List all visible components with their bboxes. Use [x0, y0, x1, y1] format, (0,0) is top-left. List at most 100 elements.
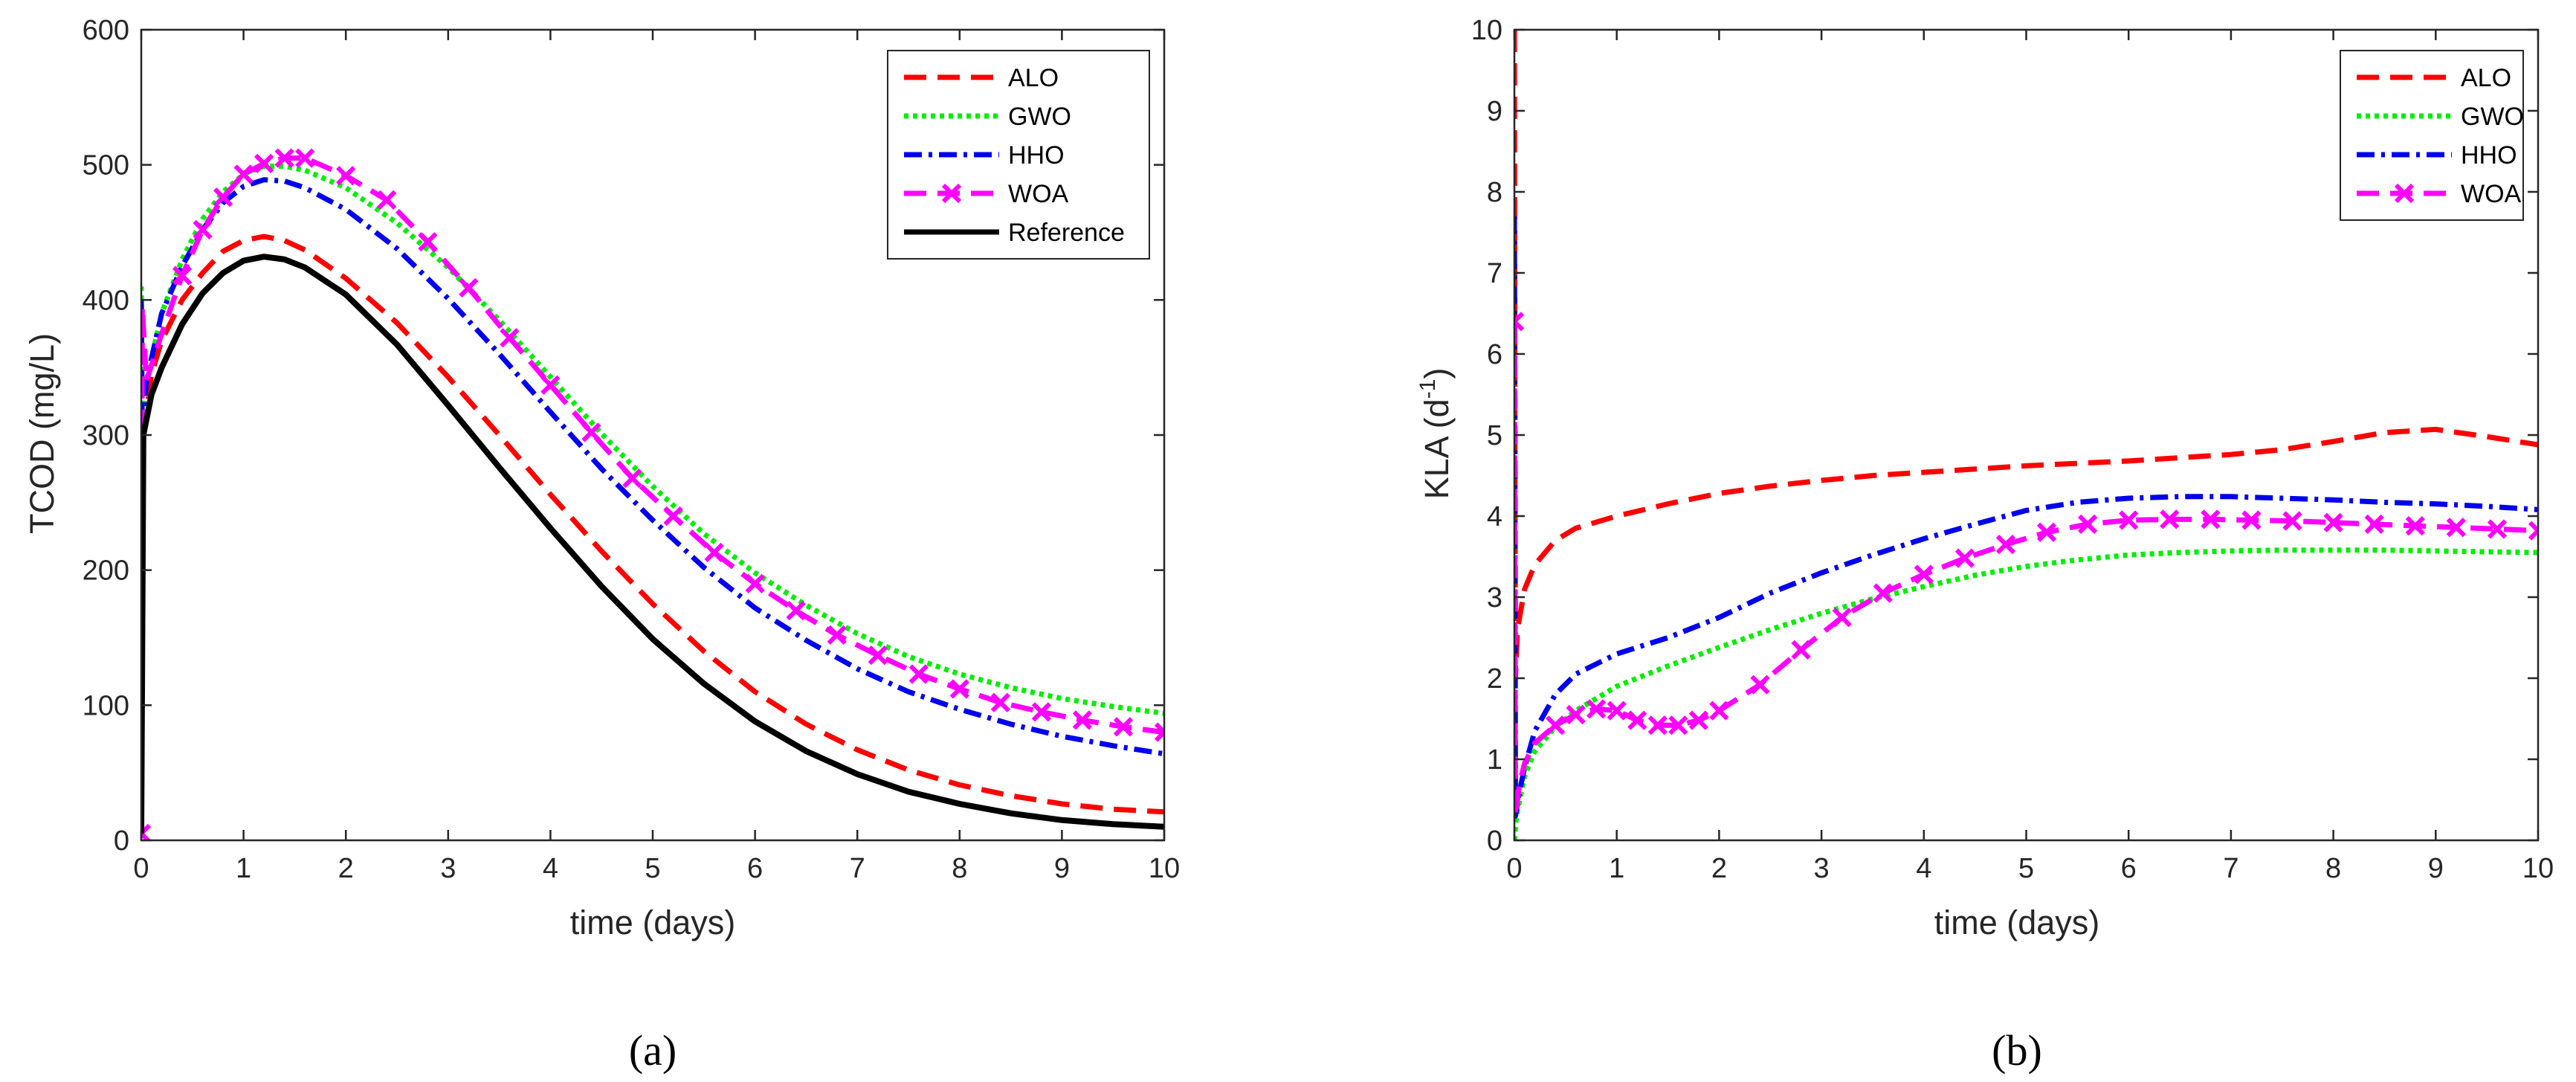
panel-b-x-tick-label: 2	[1711, 853, 1727, 884]
panel-b-x-tick-label: 5	[2018, 853, 2034, 884]
panel-a-plot-area: 0 1 2 3 4 5 6 7 8 9 100100200300400500600ALOGWOHHO…	[83, 15, 1181, 884]
panel-a-y-tick-label: 0	[114, 825, 129, 857]
panel-b-legend-label-hho: HHO	[2461, 141, 2517, 170]
panel-a-series-woa-marker	[1072, 710, 1093, 730]
panel-a-label: (a)	[629, 1026, 677, 1075]
panel-b-legend-label-woa: WOA	[2461, 180, 2522, 208]
panel-a-x-axis-label: time (days)	[570, 904, 736, 941]
panel-b-y-tick-label: 10	[1471, 15, 1502, 46]
panel-b-x-tick-label: 10	[2522, 853, 2554, 884]
panel-a-series-woa-marker	[377, 190, 397, 210]
panel-b-x-tick-label: 4	[1916, 853, 1931, 884]
panel-b-series-woa-marker	[1566, 704, 1586, 725]
panel-a-series-woa-marker	[745, 573, 765, 593]
panel-a-y-tick-label: 400	[83, 285, 129, 316]
panel-b-series-woa-marker	[1750, 674, 1770, 695]
panel-a-series-woa-marker	[213, 187, 233, 207]
panel-a-x-tick-label: 1	[236, 853, 251, 884]
panel-a-legend-label-alo: ALO	[1008, 64, 1059, 92]
panel-b-series-woa-marker	[1954, 548, 1975, 568]
panel-b-y-tick-label: 9	[1487, 96, 1502, 127]
panel-b-y-axis-label-superscript: -1	[1415, 379, 1440, 399]
panel-a-series-woa-marker	[1113, 717, 1134, 737]
panel-a-series-woa-marker	[622, 468, 642, 489]
panel-b-series-woa-marker	[2119, 510, 2139, 530]
panel-a-y-tick-label: 300	[83, 420, 129, 451]
panel-b-series-alo-line	[1514, 30, 2538, 681]
panel-b-series-woa-marker	[1914, 564, 1934, 585]
panel-b-series-hho-line	[1514, 216, 2538, 819]
panel-a-legend-label-reference: Reference	[1008, 219, 1125, 247]
panel-a-series-woa-marker	[786, 601, 806, 621]
panel-b-series-woa-marker	[1995, 535, 2016, 555]
panel-b-y-tick-label: 3	[1487, 582, 1502, 614]
panel-b-series-woa-marker	[1627, 710, 1647, 730]
panel-b-series-woa-marker	[2446, 518, 2466, 538]
panel-b-y-tick-label: 7	[1487, 258, 1502, 289]
panel-b-series-woa-marker	[2282, 511, 2302, 531]
panel-a-series-woa-marker	[418, 232, 438, 252]
panel-b-legend-label-alo: ALO	[2461, 64, 2511, 92]
panel-a-series-reference-line	[141, 254, 1164, 834]
panel-a-series-alo-line	[141, 234, 1164, 834]
panel-a-series-woa-marker	[295, 148, 315, 168]
panel-a-x-tick-label: 8	[952, 853, 967, 884]
panel-a-legend-label-hho: HHO	[1008, 141, 1065, 170]
panel-a-series-woa-marker	[336, 166, 356, 186]
panel-a-series-woa-marker	[581, 422, 601, 442]
panel-a-series-woa-marker	[172, 265, 193, 286]
panel-a-series-woa-marker	[254, 153, 274, 173]
panel-b-series-group	[1514, 30, 2538, 840]
panel-b-series-woa-marker	[1791, 640, 1811, 660]
panel-a-series-woa-marker	[1031, 702, 1052, 722]
panel-b-x-tick-label: 9	[2428, 853, 2444, 884]
panel-b-x-tick-label: 7	[2223, 853, 2238, 884]
panel-a-x-tick-label: 5	[645, 853, 660, 884]
panel-b-x-axis-label: time (days)	[1934, 904, 2100, 941]
panel-b-series-woa-marker	[2364, 514, 2384, 535]
panel-b-x-tick-label: 3	[1814, 853, 1830, 884]
panel-b-series-woa-marker	[2201, 509, 2221, 529]
panel-b-series-woa-marker	[2323, 512, 2343, 532]
panel-a-y-tick-label: 600	[83, 15, 129, 46]
panel-b-series-woa-marker	[1586, 699, 1607, 719]
panel-b-y-axis-label-main: KLA (d	[1418, 399, 1456, 499]
panel-b-y-axis-label-end: )	[1418, 368, 1456, 379]
panel-b-series-woa-marker	[1514, 312, 1525, 332]
panel-a-series-woa-marker	[663, 506, 683, 526]
panel-a-series-woa-marker	[908, 664, 929, 684]
panel-b-series-woa-marker	[1647, 715, 1668, 735]
panel-a-x-tick-label: 9	[1054, 853, 1070, 884]
panel-b-series-woa-marker	[2241, 510, 2262, 530]
panel-b-kla-chart: 0 1 2 3 4 5 6 7 8 9 10 0 1 2 3 4 5 6 7 8 9 10 ALO GWO HHO WOA tim…	[1415, 15, 2554, 1075]
panel-a-series-woa-marker	[949, 679, 969, 699]
panel-b-series-woa-marker	[1607, 701, 1627, 721]
panel-a-series-woa-marker	[704, 542, 724, 563]
panel-a-series-woa-marker	[500, 328, 520, 348]
panel-a-y-tick-label: 500	[83, 150, 129, 181]
panel-a-series-woa-marker	[141, 823, 152, 840]
panel-a-series-woa-marker	[274, 148, 294, 168]
panel-b-series-woa-marker	[1709, 701, 1729, 721]
panel-a-y-axis-label: TCOD (mg/L)	[23, 333, 61, 534]
panel-b-series-woa-marker	[1668, 715, 1688, 735]
panel-b-series-woa-marker	[2487, 519, 2508, 539]
panel-a-series-woa-marker	[868, 645, 888, 666]
panel-b-series-woa-marker	[1545, 715, 1566, 735]
panel-a-series-woa-marker	[827, 625, 847, 645]
panel-b-y-tick-label: 6	[1487, 339, 1502, 370]
panel-a-y-tick-label: 200	[83, 556, 129, 587]
panel-a-x-tick-label: 0	[133, 853, 149, 884]
panel-a-series-woa-marker	[540, 375, 561, 395]
panel-a-series-woa-line	[141, 155, 1164, 834]
panel-a-series-woa-marker	[1154, 722, 1164, 742]
panel-b-series-woa-marker	[2405, 515, 2425, 536]
panel-a-series-woa-marker	[233, 164, 254, 184]
panel-a-legend-label-woa: WOA	[1008, 180, 1069, 208]
panel-b-legend-label-gwo: GWO	[2461, 103, 2524, 131]
panel-b-series-woa-marker	[2077, 514, 2098, 535]
panel-a-x-tick-label: 2	[338, 853, 354, 884]
panel-b-series-woa-marker	[1688, 710, 1708, 730]
panel-b-series-woa-marker	[2160, 509, 2180, 529]
